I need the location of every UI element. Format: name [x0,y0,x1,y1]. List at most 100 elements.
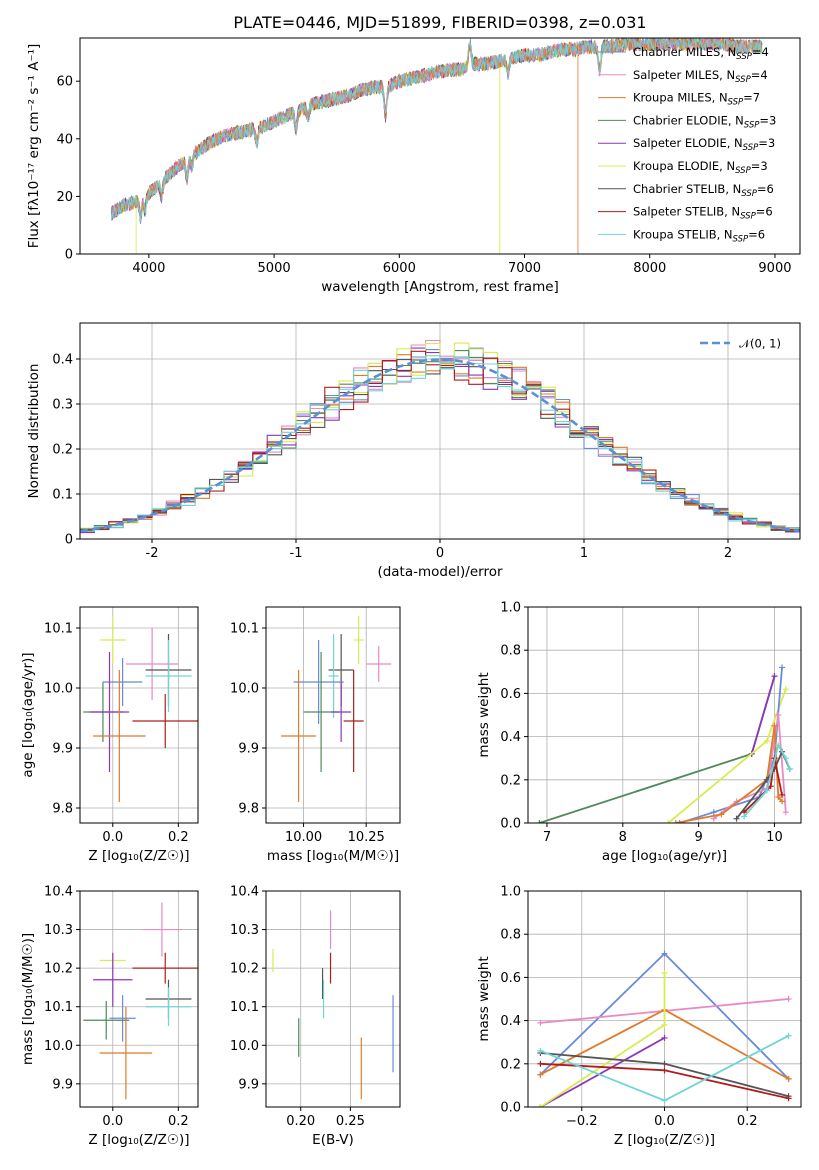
axes-frame [527,890,802,1108]
y-tick-label: 9.8 [52,802,73,817]
y-tick-label: 10.1 [230,1000,259,1015]
axes-frame [79,606,199,824]
plot-area [80,339,800,534]
x-tick-label: 0.25 [336,1114,365,1129]
y-tick-label: 0.4 [52,353,73,368]
x-tick-label: 0.20 [286,1114,315,1129]
plot-area [537,950,792,1107]
x-tick-label: 10.25 [348,830,385,845]
x-tick-label: 1 [580,546,588,561]
y-tick-label: 0.1 [52,488,73,503]
y-tick-label: 0.4 [500,1014,521,1029]
x-tick-label: 10.00 [285,830,322,845]
y-tick-label: 0.2 [500,773,521,788]
axes-frame [527,606,802,824]
y-tick-label: 0 [65,533,73,548]
plot-area [110,38,763,254]
y-tick-label: 0.6 [500,687,521,702]
y-tick-label: 9.9 [238,1077,259,1092]
y-tick-label: 0.8 [500,928,521,943]
residual-histogram-panel: -2 -1 0 1 2 0 0.1 0.2 0.3 0.4 (data-model)/error No… [26,322,801,580]
x-tick-label: 8 [619,830,627,845]
y-tick-label: 9.9 [238,742,259,757]
y-tick-label: 10.2 [44,962,73,977]
y-tick-label: 0.6 [500,971,521,986]
mass-weight-vs-age-panel: 7 8 9 10 0.0 0.2 0.4 0.6 0.8 1.0 age [log₁₀(age/yr… [476,601,802,864]
x-tick-label: 6000 [383,261,416,276]
x-tick-label: 0.2 [168,1114,189,1129]
mass-weight-series-line [743,758,783,813]
plot-area [281,616,392,802]
axes-frame [79,890,199,1108]
x-tick-label: 0.0 [654,1114,675,1129]
legend-entry: Chabrier ELODIE, NSSP=3 [633,113,776,130]
y-tick-label: 10.4 [44,885,73,900]
y-axis-label: age [log₁₀(age/yr)] [20,652,36,777]
legend-entry: Chabrier STELIB, NSSP=6 [633,182,774,199]
axes-frame [265,606,401,824]
mass-weight-series-line [675,725,783,823]
x-tick-label: 10 [766,830,783,845]
spectrum-series-line [110,38,763,254]
plot-area [83,616,198,802]
mass-weight-series-line [539,973,666,1107]
x-tick-label: -1 [290,546,303,561]
y-tick-label: 1.0 [500,885,521,900]
axes-frame [79,322,801,540]
legend-entry: Kroupa MILES, NSSP=7 [633,91,760,108]
y-axis-label: mass [log₁₀(M/M☉)] [20,933,36,1065]
spectrum-series-line [110,38,763,223]
mass-weight-series-line [667,688,787,823]
y-tick-label: 10.0 [44,682,73,697]
figure-title: PLATE=0446, MJD=51899, FIBERID=0398, z=0… [233,13,646,32]
x-axis-label: (data-model)/error [377,564,503,580]
axes-frame [79,37,801,255]
y-tick-label: 0.3 [52,398,73,413]
y-tick-label: 1.0 [500,601,521,616]
y-tick-label: 9.8 [238,802,259,817]
y-axis-label: Normed distribution [26,364,42,499]
x-tick-label: 0 [436,546,444,561]
x-tick-label: 9000 [758,261,791,276]
x-axis-label: Z [log₁₀(Z/Z☉)] [614,1132,715,1148]
age-vs-mass-panel: 10.00 10.25 9.8 9.9 10.0 10.1 mass [log₁₀(M/M☉… [230,606,401,864]
mass-weight-vs-metallicity-panel: −0.2 0.0 0.2 0.0 0.2 0.4 0.6 0.8 1.0 Z [log₁₀(Z/Z… [476,885,802,1148]
x-tick-label: 0.0 [102,1114,123,1129]
x-tick-label: 0.2 [168,830,189,845]
y-axis-label: Flux [fλ10⁻¹⁷ erg cm⁻² s⁻¹ A⁻¹] [26,44,42,249]
y-tick-label: 0.8 [500,644,521,659]
x-tick-label: 7000 [508,261,541,276]
spectrum-legend: Chabrier MILES, NSSP=4 Salpeter MILES, NS… [598,45,776,244]
x-tick-label: 9 [694,830,702,845]
y-tick-label: 10.0 [44,1039,73,1054]
x-tick-label: 0.2 [737,1114,758,1129]
x-axis-label: mass [log₁₀(M/M☉)] [267,848,399,864]
y-tick-label: 0.0 [500,1101,521,1116]
legend-entry: 𝒩(0, 1) [739,337,781,351]
y-tick-label: 10.3 [44,923,73,938]
plot-area [272,910,394,1100]
mass-weight-series-line [750,675,776,755]
spectrum-panel: 4000 5000 6000 7000 8000 9000 0 20 40 60 wavelengt… [26,37,801,295]
x-tick-label: 2 [724,546,732,561]
x-tick-label: 0.0 [102,830,123,845]
plot-area [83,902,198,1100]
y-tick-label: 10.0 [230,1039,259,1054]
y-tick-label: 0.2 [52,443,73,458]
mass-vs-metallicity-panel: 0.0 0.2 9.9 10.0 10.1 10.2 10.3 10.4 Z [log₁₀(Z/… [20,885,199,1148]
y-tick-label: 10.1 [44,1000,73,1015]
y-tick-label: 0 [65,248,73,263]
mass-weight-series-line [539,1037,665,1107]
y-tick-label: 10.1 [230,622,259,637]
plot-area [536,664,793,823]
x-axis-label: Z [log₁₀(Z/Z☉)] [88,1132,189,1148]
y-tick-label: 10.4 [230,885,259,900]
age-vs-metallicity-panel: 0.0 0.2 9.8 9.9 10.0 10.1 Z [log₁₀(Z/Z☉)] age [… [20,606,199,864]
x-tick-label: −0.2 [566,1114,598,1129]
legend-entry: Salpeter STELIB, NSSP=6 [633,205,773,222]
x-tick-label: 7 [543,830,551,845]
y-tick-label: 0.4 [500,730,521,745]
legend-entry: Kroupa ELODIE, NSSP=3 [633,159,768,176]
y-tick-label: 60 [56,75,73,90]
x-axis-label: E(B-V) [312,1132,354,1148]
